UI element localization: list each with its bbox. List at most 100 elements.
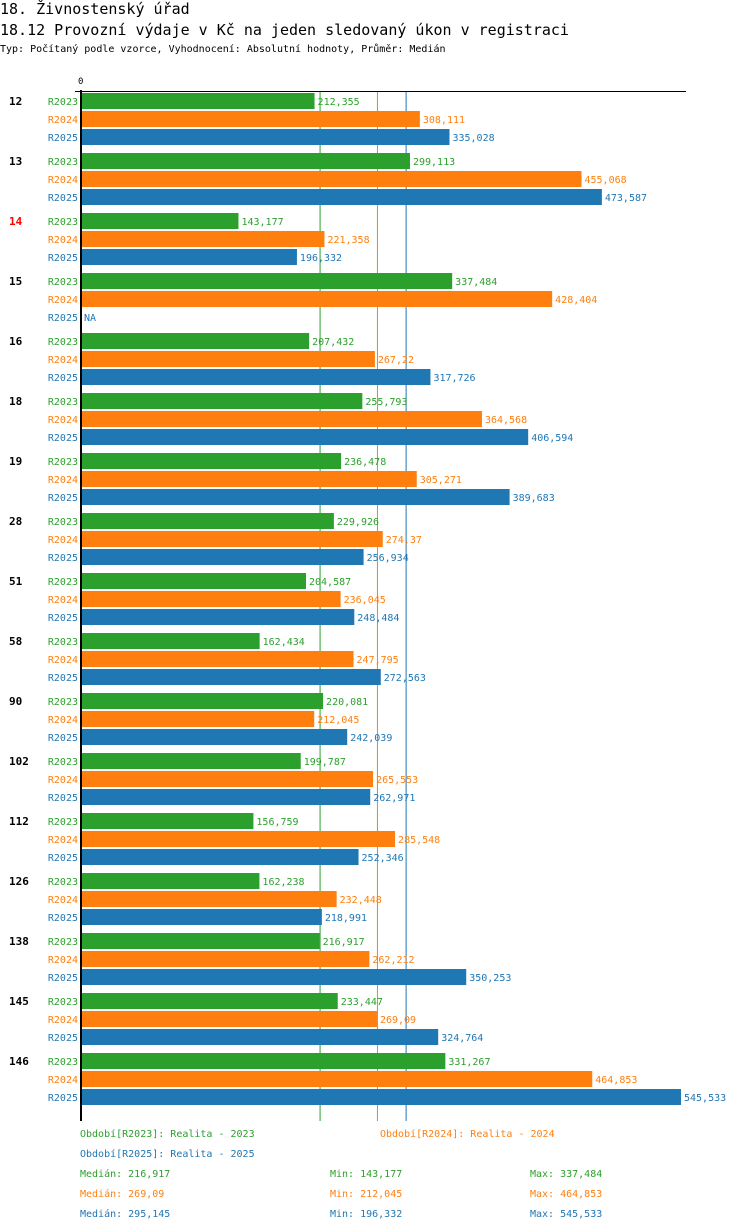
category-label: 28 xyxy=(9,515,22,528)
data-label: 196,332 xyxy=(300,253,342,264)
bar xyxy=(81,291,553,307)
data-label: NA xyxy=(84,313,96,324)
series-label: R2023 xyxy=(48,157,78,168)
series-label: R2023 xyxy=(48,337,78,348)
bar xyxy=(81,771,374,787)
data-label: 156,759 xyxy=(256,817,298,828)
data-label: 337,484 xyxy=(455,277,497,288)
series-label: R2024 xyxy=(48,895,78,906)
category-label: 12 xyxy=(9,95,22,108)
chart-meta: Typ: Počítaný podle vzorce, Vyhodnocení:… xyxy=(0,44,446,55)
series-label: R2023 xyxy=(48,97,78,108)
category-label: 138 xyxy=(9,935,29,948)
series-label: R2024 xyxy=(48,175,78,186)
bar xyxy=(81,489,510,505)
data-label: 285,548 xyxy=(398,835,440,846)
data-label: 199,787 xyxy=(304,757,346,768)
series-label: R2023 xyxy=(48,637,78,648)
data-label: 331,267 xyxy=(448,1057,490,1068)
category-label: 90 xyxy=(9,695,22,708)
bar xyxy=(81,351,375,367)
category-label: 146 xyxy=(9,1055,29,1068)
bar xyxy=(81,1089,681,1105)
bar xyxy=(81,729,348,745)
bar xyxy=(81,333,310,349)
data-label: 162,434 xyxy=(263,637,305,648)
data-label: 350,253 xyxy=(469,973,511,984)
bar xyxy=(81,873,260,889)
data-label: 248,484 xyxy=(357,613,399,624)
data-label: 229,926 xyxy=(337,517,379,528)
series-label: R2025 xyxy=(48,253,78,264)
series-label: R2025 xyxy=(48,913,78,924)
x-tick-label: 0 xyxy=(78,77,83,87)
page-title: 18. Živnostenský úřad xyxy=(0,0,190,18)
series-label: R2023 xyxy=(48,277,78,288)
bar xyxy=(81,189,602,205)
bar xyxy=(81,273,453,289)
data-label: 212,045 xyxy=(317,715,359,726)
series-label: R2025 xyxy=(48,133,78,144)
series-label: R2023 xyxy=(48,817,78,828)
series-label: R2024 xyxy=(48,595,78,606)
bar xyxy=(81,891,337,907)
bar xyxy=(81,111,420,127)
data-label: 317,726 xyxy=(433,373,475,384)
data-label: 473,587 xyxy=(605,193,647,204)
series-label: R2024 xyxy=(48,235,78,246)
bar xyxy=(81,1011,377,1027)
stat-max-r2025: Max: 545,533 xyxy=(530,1209,603,1220)
series-label: R2025 xyxy=(48,793,78,804)
series-label: R2023 xyxy=(48,877,78,888)
series-label: R2023 xyxy=(48,517,78,528)
stat-median-r2025: Medián: 295,145 xyxy=(80,1209,171,1220)
series-label: R2023 xyxy=(48,457,78,468)
bar xyxy=(81,1029,439,1045)
data-label: 428,404 xyxy=(555,295,597,306)
series-label: R2025 xyxy=(48,1093,78,1104)
bar xyxy=(81,471,417,487)
data-label: 265,553 xyxy=(376,775,418,786)
bar xyxy=(81,711,315,727)
bar xyxy=(81,813,254,829)
category-label: 19 xyxy=(9,455,22,468)
bar xyxy=(81,693,324,709)
data-label: 162,238 xyxy=(262,877,304,888)
series-label: R2025 xyxy=(48,673,78,684)
data-label: 272,563 xyxy=(384,673,426,684)
category-label: 102 xyxy=(9,755,29,768)
series-label: R2025 xyxy=(48,493,78,504)
series-label: R2023 xyxy=(48,997,78,1008)
bar xyxy=(81,951,370,967)
data-label: 364,568 xyxy=(485,415,527,426)
data-label: 262,212 xyxy=(372,955,414,966)
bar xyxy=(81,513,334,529)
category-label: 112 xyxy=(9,815,29,828)
data-label: 252,346 xyxy=(362,853,404,864)
data-label: 207,432 xyxy=(312,337,354,348)
series-label: R2025 xyxy=(48,853,78,864)
category-label: 16 xyxy=(9,335,23,348)
bar xyxy=(81,849,359,865)
data-label: 256,934 xyxy=(367,553,409,564)
series-label: R2023 xyxy=(48,217,78,228)
category-label: 14 xyxy=(9,215,23,228)
data-label: 232,448 xyxy=(340,895,382,906)
data-label: 455,068 xyxy=(585,175,627,186)
series-label: R2024 xyxy=(48,655,78,666)
data-label: 221,358 xyxy=(327,235,369,246)
bar xyxy=(81,231,325,247)
bar xyxy=(81,153,410,169)
series-label: R2024 xyxy=(48,475,78,486)
category-label: 18 xyxy=(9,395,22,408)
series-label: R2025 xyxy=(48,553,78,564)
stat-median-r2023: Medián: 216,917 xyxy=(80,1169,171,1180)
bar xyxy=(81,549,364,565)
bar xyxy=(81,1053,446,1069)
data-label: 308,111 xyxy=(423,115,465,126)
bar xyxy=(81,213,239,229)
category-label: 145 xyxy=(9,995,29,1008)
category-label: 58 xyxy=(9,635,22,648)
series-label: R2025 xyxy=(48,373,78,384)
data-label: 464,853 xyxy=(595,1075,637,1086)
